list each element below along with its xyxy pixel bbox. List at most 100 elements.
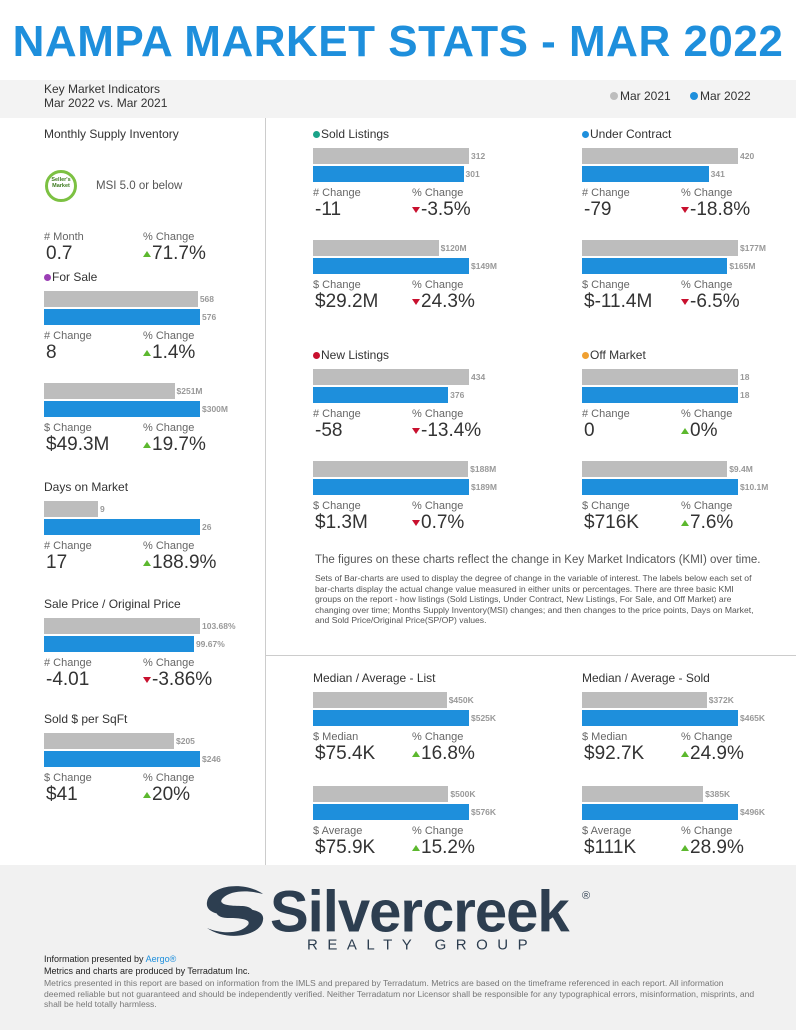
bar-label: 9 — [100, 504, 105, 514]
stat-value: $1.3M — [315, 512, 368, 533]
bar-label: 18 — [740, 372, 750, 382]
stat-value: 188.9% — [152, 552, 217, 573]
bar — [44, 618, 200, 634]
trend-arrow — [143, 677, 151, 683]
stat-value: $111K — [584, 837, 637, 858]
bar-label: $500K — [450, 789, 476, 799]
bar — [44, 309, 200, 325]
stat-label: % Change — [681, 187, 733, 199]
stat-value: 71.7% — [152, 243, 206, 264]
trend-arrow — [143, 251, 151, 257]
bar-label: $165M — [729, 261, 756, 271]
stat-value: $29.2M — [315, 291, 379, 312]
stat-label: # Change — [582, 408, 630, 420]
badge-note: MSI 5.0 or below — [96, 180, 183, 192]
bar — [313, 258, 469, 274]
trend-arrow — [681, 845, 689, 851]
stat-label: % Change — [143, 422, 195, 434]
logo-mark — [206, 886, 264, 936]
stat-value: 8 — [46, 342, 57, 363]
bar-label: $9.4M — [729, 464, 753, 474]
bar — [313, 786, 449, 802]
stat-label: $ Change — [313, 279, 361, 291]
stat-label: % Change — [681, 731, 733, 743]
bar-label: $465K — [740, 713, 766, 723]
bar — [582, 258, 728, 274]
bar-label: 301 — [465, 169, 480, 179]
bar-label: $450K — [448, 695, 474, 705]
divider — [265, 118, 266, 865]
stat-value: $75.9K — [315, 837, 376, 858]
stat-label: % Change — [412, 500, 464, 512]
stat-label: % Change — [681, 500, 733, 512]
stat-label: % Change — [143, 772, 195, 784]
trend-arrow — [681, 751, 689, 757]
stat-label: $ Median — [582, 731, 628, 743]
bar — [44, 291, 198, 307]
stat-label: $ Average — [313, 825, 363, 837]
stat-value: $-11.4M — [584, 291, 653, 312]
trend-arrow — [412, 299, 420, 305]
bar-label: 103.68% — [202, 621, 236, 631]
stat-label: % Change — [412, 279, 464, 291]
stat-value: 28.9% — [690, 837, 744, 858]
bar — [44, 383, 175, 399]
stat-value: $41 — [46, 784, 78, 805]
stat-label: % Change — [143, 657, 195, 669]
stat-value: 0% — [690, 420, 718, 441]
panel-title: Sold $ per SqFt — [44, 712, 128, 726]
stat-label: $ Change — [44, 772, 92, 784]
bar-label: $372K — [708, 695, 734, 705]
bar — [313, 804, 469, 820]
trend-arrow — [412, 845, 420, 851]
bar — [582, 240, 738, 256]
bar-label: 568 — [199, 294, 215, 304]
stat-label: $ Change — [582, 500, 630, 512]
stat-value: 20% — [152, 784, 191, 805]
bar-label: 341 — [710, 169, 725, 179]
panel-dot — [582, 131, 589, 138]
bar-label: $10.1M — [740, 482, 769, 492]
panel-title: Median / Average - Sold — [582, 671, 710, 685]
panel-dot — [313, 352, 320, 359]
stat-label: # Change — [44, 330, 92, 342]
stat-value: -6.5% — [690, 291, 740, 312]
trend-arrow — [412, 520, 420, 526]
bar — [44, 501, 98, 517]
presenter: Aergo® — [145, 954, 177, 964]
stat-value: 0.7 — [46, 243, 73, 264]
bar-label: $300M — [202, 404, 228, 414]
stat-value: -4.01 — [46, 669, 90, 690]
badge-text: Seller's Market — [51, 177, 71, 189]
stat-value: $92.7K — [584, 743, 645, 764]
trend-arrow — [681, 207, 689, 213]
bar — [582, 786, 704, 802]
footer-line: Information presented by Aergo® — [44, 954, 176, 964]
stat-value: 19.7% — [152, 434, 206, 455]
stat-value: 15.2% — [421, 837, 475, 858]
bar-label: 420 — [740, 151, 755, 161]
bar-label: $149M — [471, 261, 497, 271]
stat-label: % Change — [412, 825, 464, 837]
bar-label: 434 — [471, 372, 486, 382]
stat-label: % Change — [412, 731, 464, 743]
stat-label: % Change — [412, 408, 464, 420]
bar-label: 576 — [202, 312, 217, 322]
bar — [44, 401, 200, 417]
stat-label: $ Change — [44, 422, 92, 434]
bar-label: 18 — [740, 390, 750, 400]
stat-value: -3.5% — [421, 199, 471, 220]
page-title: NAMPA MARKET STATS - MAR 2022 — [12, 17, 784, 66]
stat-label: # Change — [44, 540, 92, 552]
stat-label: % Change — [681, 408, 733, 420]
panel-title: For Sale — [52, 270, 98, 284]
stat-label: % Change — [143, 540, 195, 552]
panel-dot — [313, 131, 320, 138]
bar — [313, 166, 464, 182]
bar-label: $189M — [471, 482, 497, 492]
stat-label: % Change — [143, 231, 195, 243]
legend-dot — [690, 92, 698, 100]
bar — [313, 710, 469, 726]
bar — [44, 519, 200, 535]
